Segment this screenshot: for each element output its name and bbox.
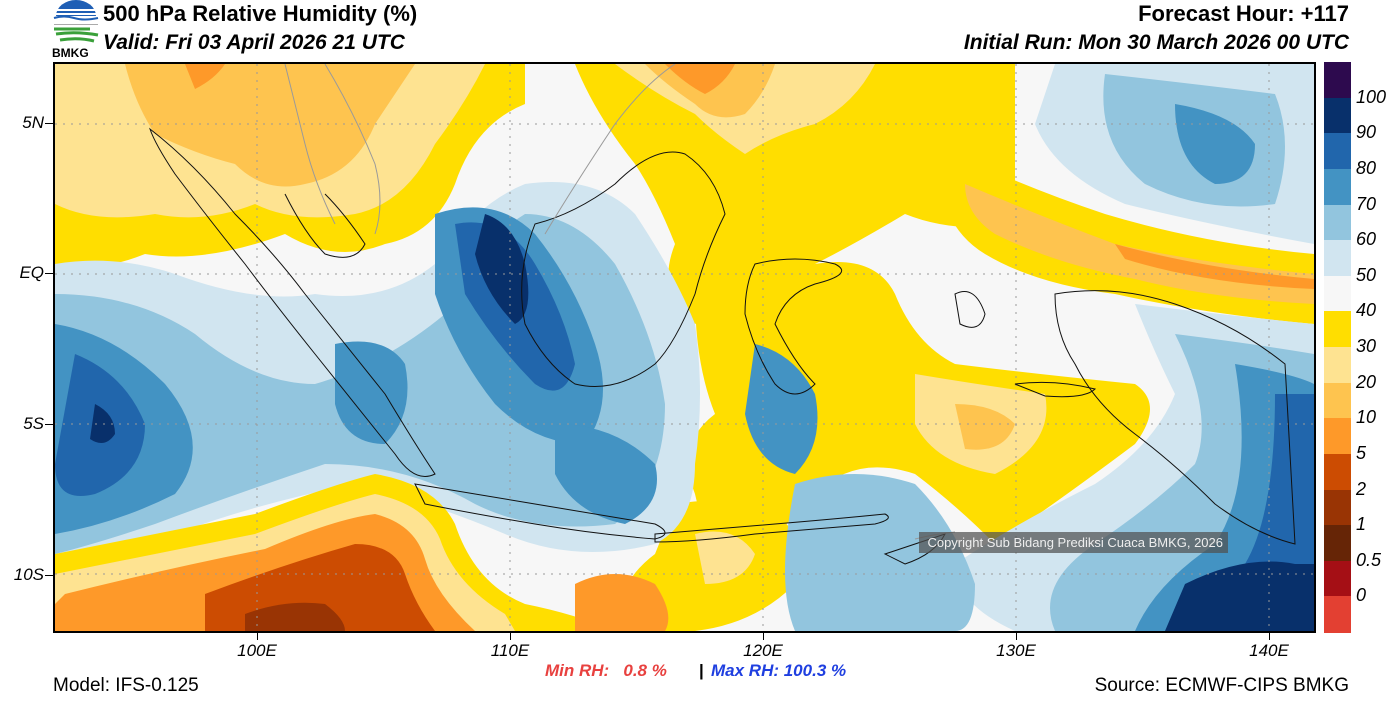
- colorbar-label: 2: [1356, 478, 1367, 499]
- colorbar-segment: [1324, 168, 1351, 205]
- colorbar-segment: [1324, 489, 1351, 526]
- field-nw-deeporange: [185, 64, 225, 89]
- copyright-notice: Copyright Sub Bidang Prediksi Cuaca BMKG…: [919, 532, 1228, 553]
- colorbar-segment: [1324, 560, 1351, 597]
- lat-tick-10s: [45, 575, 53, 576]
- lon-label-130e: 130E: [996, 641, 1036, 660]
- field-center-orange: [955, 404, 1015, 450]
- field-nc-yellow: [575, 64, 1015, 324]
- coast-borneo: [521, 151, 726, 387]
- lon-label-120e: 120E: [743, 641, 783, 660]
- field-sc-blue: [785, 474, 975, 631]
- colorbar-label: 100: [1356, 86, 1387, 107]
- colorbar: [1324, 62, 1351, 633]
- colorbar-label: 20: [1356, 371, 1377, 392]
- colorbar-label: 0.5: [1356, 549, 1382, 570]
- forecast-hour: Forecast Hour: +117: [1138, 1, 1349, 26]
- lon-tick-120e: [763, 633, 764, 640]
- logo-text: BMKG: [52, 46, 89, 60]
- field-lsunda-orange: [695, 531, 755, 584]
- lat-label-eq: EQ: [19, 263, 44, 282]
- lat-label-10s: 10S: [13, 565, 44, 584]
- bmkg-logo: BMKG: [50, 0, 102, 62]
- colorbar-segment: [1324, 453, 1351, 490]
- coast-sumatra: [149, 127, 436, 477]
- field-s-orange2: [575, 574, 669, 631]
- field-java-blue: [555, 424, 657, 524]
- coast-maluku: [954, 291, 986, 328]
- field-west-navy: [90, 404, 115, 443]
- lon-tick-100e: [257, 633, 258, 640]
- colorbar-segment: [1324, 596, 1351, 633]
- colorbar-segment: [1324, 240, 1351, 277]
- lat-label-5n: 5N: [22, 113, 44, 132]
- colorbar-segment: [1324, 347, 1351, 384]
- colorbar-label: 1: [1356, 514, 1367, 535]
- colorbar-label: 5: [1356, 442, 1367, 463]
- colorbar-segment: [1324, 275, 1351, 312]
- max-rh: Max RH: 100.3 %: [711, 661, 847, 680]
- colorbar-segment: [1324, 525, 1351, 562]
- colorbar-segment: [1324, 418, 1351, 455]
- field-ne-midblue: [1175, 104, 1255, 184]
- border-sabah: [544, 64, 676, 235]
- lat-tick-5n: [45, 123, 53, 124]
- chart-title: 500 hPa Relative Humidity (%): [103, 1, 418, 26]
- colorbar-label: 60: [1356, 229, 1377, 250]
- humidity-field: [55, 64, 1314, 631]
- field-sumatra-blue: [335, 341, 408, 444]
- colorbar-segment: [1324, 382, 1351, 419]
- coast-malay-peninsula: [284, 193, 366, 258]
- colorbar-label: 50: [1356, 264, 1377, 285]
- lon-label-140e: 140E: [1249, 641, 1289, 660]
- colorbar-label: 0: [1356, 585, 1367, 606]
- humidity-map: Copyright Sub Bidang Prediksi Cuaca BMKG…: [53, 62, 1316, 633]
- border-vietnam: [324, 64, 381, 235]
- coast-lesser-sunda: [654, 513, 889, 543]
- field-nc-deeporange: [665, 64, 735, 94]
- min-rh: Min RH: 0.8 %: [545, 661, 667, 680]
- coast-sulawesi: [744, 258, 843, 395]
- model-label: Model: IFS-0.125: [53, 675, 199, 696]
- colorbar-segment: [1324, 204, 1351, 241]
- lat-label-5s: 5S: [23, 414, 44, 433]
- field-borneo-navy: [475, 214, 529, 324]
- valid-time: Valid: Fri 03 April 2026 21 UTC: [103, 31, 405, 54]
- colorbar-label: 10: [1356, 407, 1377, 428]
- lon-tick-140e: [1269, 633, 1270, 640]
- lon-label-100e: 100E: [237, 641, 277, 660]
- bmkg-logo-emblem-icon: [52, 0, 100, 43]
- source-label: Source: ECMWF-CIPS BMKG: [1094, 675, 1349, 696]
- field-sw-brown: [245, 602, 345, 631]
- field-se-navy: [1165, 561, 1314, 631]
- colorbar-label: 80: [1356, 157, 1377, 178]
- coast-seram: [1014, 381, 1096, 398]
- coastlines: [149, 127, 1296, 565]
- colorbar-segment: [1324, 133, 1351, 170]
- colorbar-segment: [1324, 97, 1351, 134]
- colorbar-segment: [1324, 62, 1351, 99]
- lon-tick-130e: [1016, 633, 1017, 640]
- lon-tick-110e: [510, 633, 511, 640]
- colorbar-segment: [1324, 311, 1351, 348]
- colorbar-label: 30: [1356, 336, 1377, 356]
- coast-new-guinea: [1054, 290, 1296, 545]
- stats-separator: |: [699, 661, 704, 680]
- field-ne-deeporange: [1115, 244, 1314, 289]
- lat-tick-eq: [45, 273, 53, 274]
- colorbar-label: 40: [1356, 300, 1377, 321]
- lat-tick-5s: [45, 424, 53, 425]
- colorbar-label: 90: [1356, 122, 1377, 143]
- border-thailand: [284, 64, 336, 225]
- lon-label-110e: 110E: [490, 641, 530, 660]
- colorbar-label: 70: [1356, 193, 1377, 214]
- initial-run: Initial Run: Mon 30 March 2026 00 UTC: [963, 31, 1349, 54]
